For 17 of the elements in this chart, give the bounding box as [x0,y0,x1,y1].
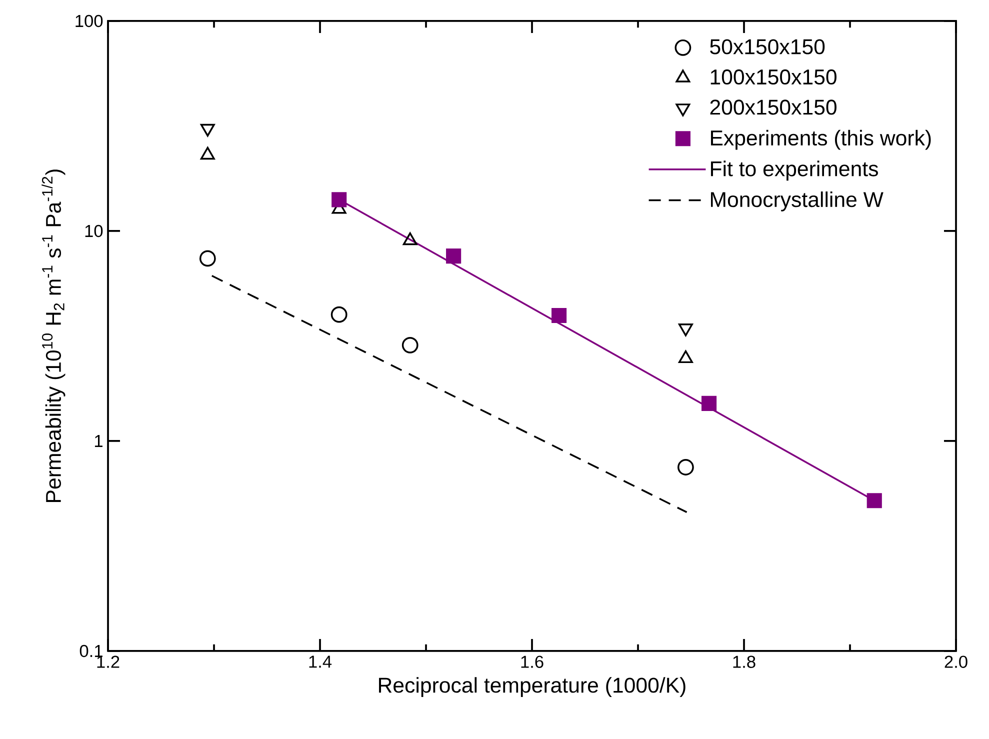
y-tick-label: 0.1 [80,644,102,658]
x-tick-label: 1.8 [733,656,756,668]
legend-label: Monocrystalline W [710,191,884,212]
x-axis-title: Reciprocal temperature (1000/K) [379,677,686,698]
x-tick-label: 2.0 [944,656,968,668]
legend-label: 50x150x150 [710,39,825,54]
legend-label: 200x150x150 [710,100,836,115]
y-tick-label: 10 [85,224,103,238]
text: Permeability (10$^{10}$ H$_{2}$ m$^{-1}$ s$^{-1}$ Pa$^{-1/2}$) [42,170,66,502]
x-tick-label: 1.4 [309,656,332,668]
x-tick-label: 1.6 [521,656,544,668]
y-tick-label: 1 [94,435,102,447]
legend-label: Experiments (this work) [710,130,931,150]
legend-label: 100x150x150 [710,69,836,85]
x-tick-label: 1.2 [97,656,120,668]
legend-label: Fit to experiments [710,160,878,181]
y-tick-label: 100 [76,14,103,28]
